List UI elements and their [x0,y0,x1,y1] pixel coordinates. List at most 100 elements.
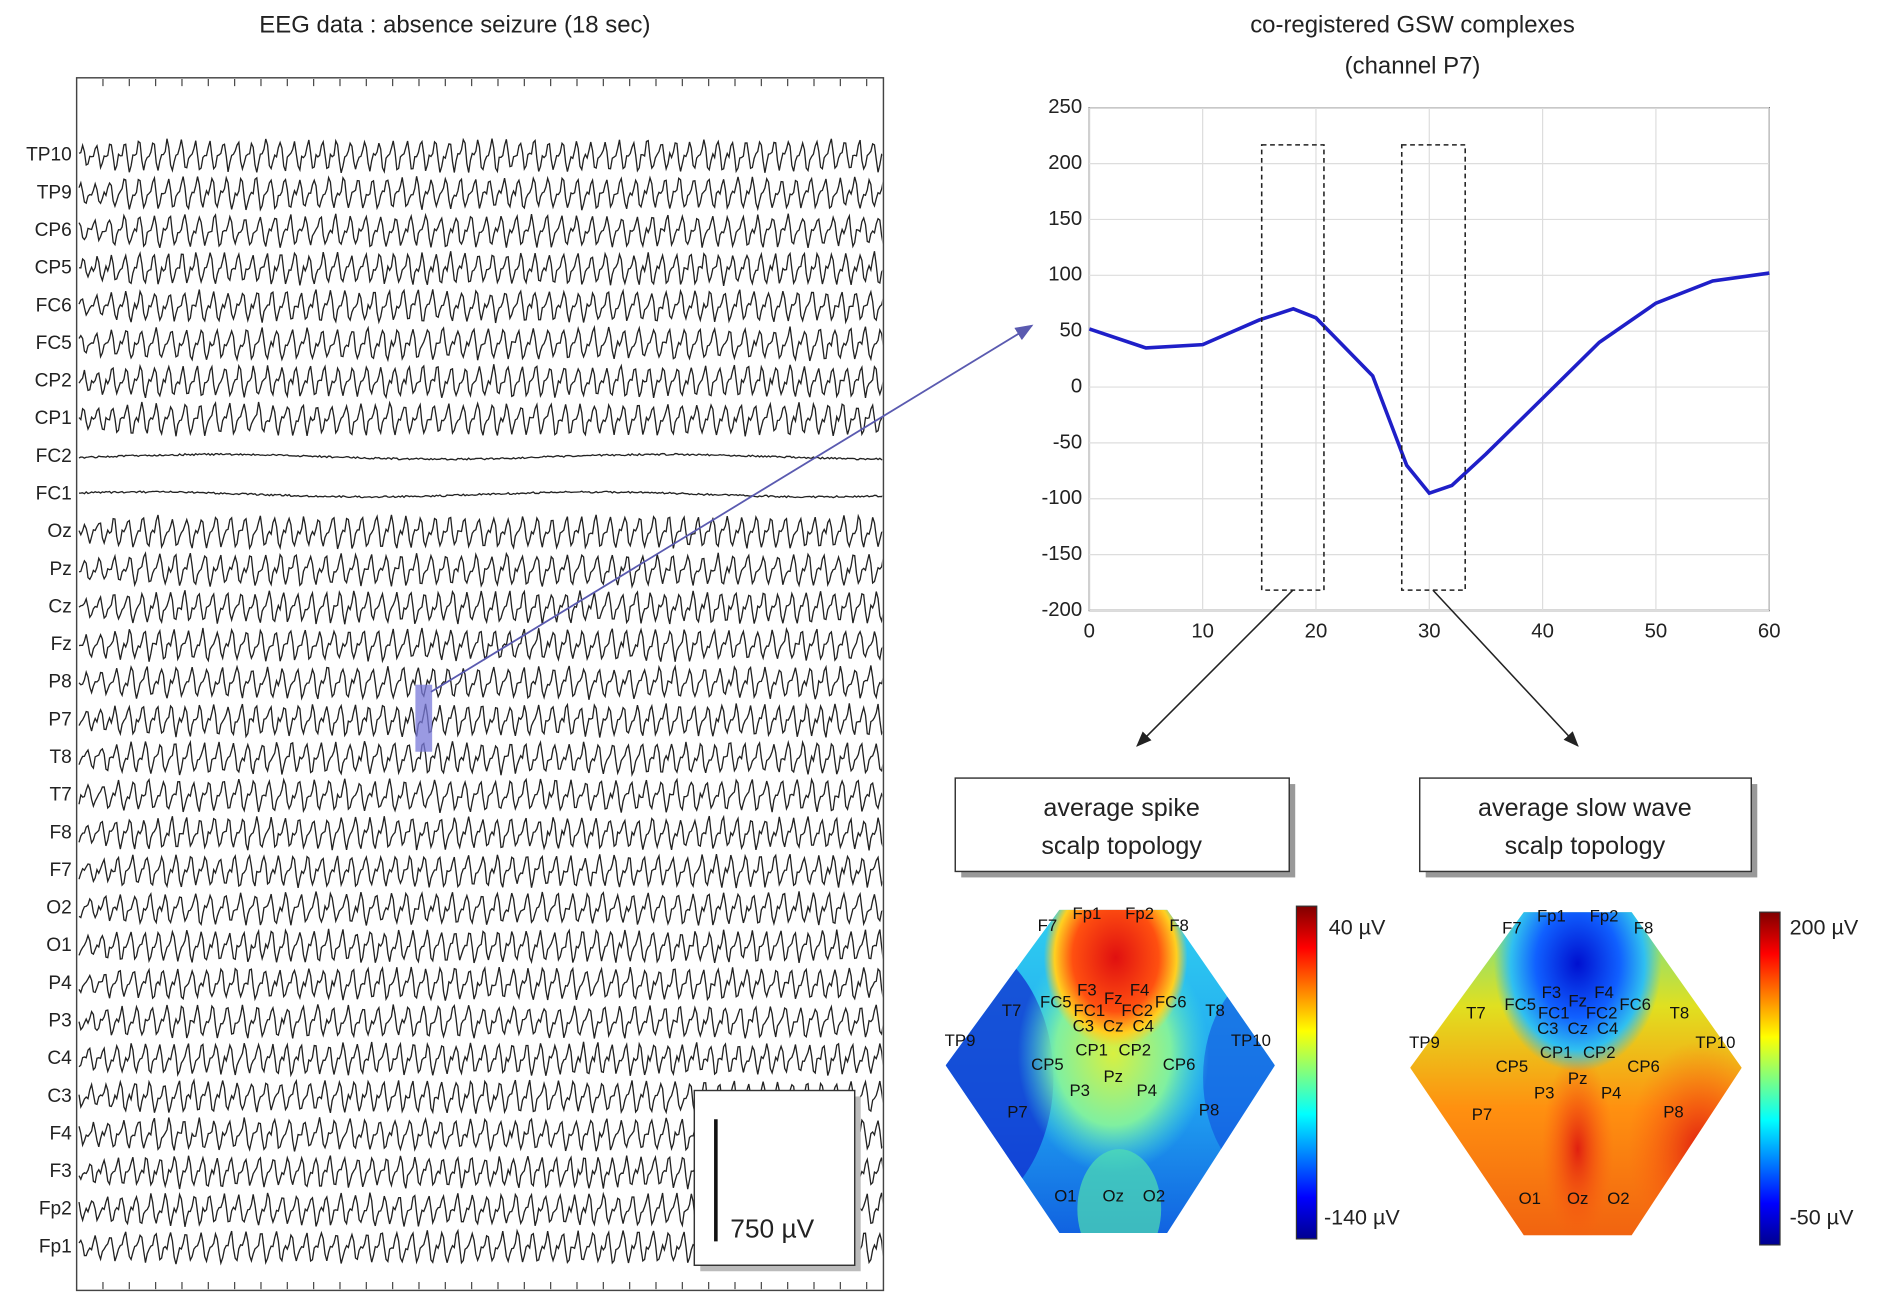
channel-label: Fz [51,634,72,655]
y-tick-label: 100 [1048,264,1082,286]
channel-label: FC2 [36,446,72,467]
eeg-trace [78,814,883,851]
channel-label: TP10 [26,145,72,166]
y-tick-label: -200 [1041,599,1082,621]
eeg-trace [78,251,883,286]
electrode-label: C4 [1132,1016,1153,1035]
channel-label: C3 [47,1086,71,1107]
colorbar-max: 40 µV [1329,916,1386,940]
electrode-label: F8 [1169,916,1189,935]
channel-label: P4 [48,973,72,994]
y-tick-label: 250 [1048,96,1082,118]
eeg-trace [78,175,883,212]
eeg-trace [78,853,883,889]
electrode-label: CP6 [1627,1057,1660,1076]
arrow [1432,589,1579,747]
electrode-label: CP1 [1540,1043,1573,1062]
eeg-trace [78,551,883,589]
colorbar [1295,905,1318,1240]
chart-subtitle: (channel P7) [1345,52,1481,79]
channel-label: Oz [47,521,71,542]
eeg-trace [78,212,883,249]
channel-label: FC5 [36,333,72,354]
electrode-label: Pz [1568,1069,1588,1088]
electrode-label: P7 [1472,1105,1493,1124]
eeg-trace [78,626,883,664]
eeg-trace [78,664,883,701]
eeg-trace [78,965,883,1002]
eeg-title: EEG data : absence seizure (18 sec) [259,12,650,39]
electrode-label: TP10 [1695,1033,1735,1052]
y-tick-label: -150 [1041,543,1082,565]
eeg-trace [78,702,883,739]
channel-label: P7 [48,709,71,730]
channel-label: F3 [49,1161,71,1182]
electrode-label: F7 [1038,916,1058,935]
x-tick-label: 50 [1645,620,1668,642]
eeg-trace [78,452,883,461]
electrode-label: Cz [1103,1016,1123,1035]
electrode-label: FC1 [1073,1001,1105,1020]
channel-label: Cz [48,596,71,617]
electrode-label: CP2 [1119,1040,1152,1059]
channel-label: O2 [46,898,72,919]
electrode-label: F8 [1634,918,1654,937]
electrode-label: Fp2 [1590,906,1619,925]
x-tick-label: 30 [1418,620,1441,642]
y-tick-label: 50 [1060,320,1083,342]
channel-label: Fp1 [39,1236,72,1257]
eeg-trace [78,739,883,777]
electrode-label: C3 [1537,1019,1558,1038]
electrode-label: FC2 [1121,1001,1153,1020]
electrode-label: P4 [1137,1081,1158,1100]
electrode-label: Oz [1103,1186,1124,1205]
channel-label: C4 [47,1048,72,1069]
electrode-label: CP2 [1583,1043,1616,1062]
y-tick-label: -50 [1053,431,1082,453]
x-tick-label: 20 [1305,620,1328,642]
scale-bar-label: 750 µV [730,1214,814,1244]
channel-label: F4 [49,1123,72,1144]
electrode-label: Cz [1567,1019,1587,1038]
slow-wave-topography: average slow wave scalp topology 200 µV … [1409,777,1859,1246]
electrode-label: C3 [1073,1016,1094,1035]
electrode-label: P4 [1601,1084,1622,1103]
electrode-label: FC2 [1586,1003,1618,1022]
channel-label: Pz [49,559,71,580]
electrode-label: CP6 [1163,1055,1196,1074]
arrow [430,324,1034,693]
eeg-trace [78,890,883,927]
eeg-trace [78,1078,883,1116]
eeg-trace [78,288,883,325]
label-box [1418,777,1753,873]
channel-label: TP9 [37,182,72,203]
channel-label: FC6 [36,295,72,316]
electrode-label: FC1 [1538,1003,1570,1022]
topo-label: scalp topology [1041,832,1202,860]
electrode-label: O2 [1143,1186,1165,1205]
eeg-traces [78,79,883,1290]
selection-highlight [415,684,433,752]
channel-label: Fp2 [39,1199,72,1220]
electrode-label: F4 [1594,983,1614,1002]
electrode-label: Fz [1104,989,1123,1008]
channel-label: CP1 [35,408,72,429]
electrode-label: F3 [1077,981,1097,1000]
channel-label: FC1 [36,483,72,504]
electrode-label: CP5 [1496,1057,1529,1076]
colorbar-min: -140 µV [1324,1205,1400,1229]
electrode-label: F3 [1542,983,1562,1002]
x-tick-label: 0 [1084,620,1095,642]
channel-label: T7 [49,785,71,806]
eeg-trace [78,400,883,437]
channel-label: P3 [48,1011,71,1032]
y-tick-label: 0 [1071,375,1082,397]
electrode-label: FC5 [1040,993,1072,1012]
electrode-label: Fp2 [1125,904,1154,923]
topo-map [945,909,1275,1233]
electrode-label: T8 [1205,1001,1225,1020]
eeg-channel-labels: TP10 TP9 CP6 CP5 FC6 FC5 CP2 CP1 FC2 FC1 Oz Pz Cz Fz P… [26,145,72,1258]
channel-label: T8 [49,747,71,768]
channel-label: CP2 [35,371,72,392]
